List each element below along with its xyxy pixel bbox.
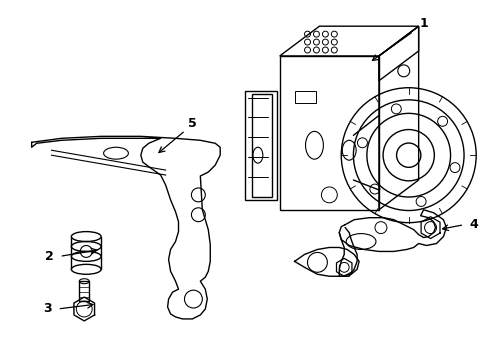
- Text: 2: 2: [45, 250, 54, 263]
- Text: 5: 5: [188, 117, 196, 130]
- Bar: [251, 94, 271, 197]
- Bar: [279, 56, 378, 210]
- Text: 1: 1: [418, 17, 427, 30]
- Bar: [294, 91, 316, 103]
- Bar: [79, 281, 89, 301]
- Text: 4: 4: [469, 218, 478, 231]
- Text: 3: 3: [43, 302, 52, 315]
- Bar: [244, 91, 276, 200]
